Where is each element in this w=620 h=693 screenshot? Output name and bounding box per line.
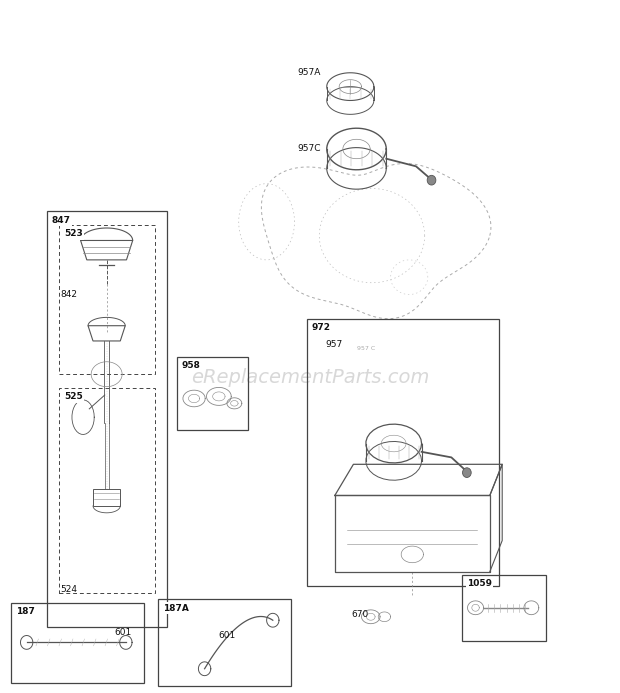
Text: 525: 525 xyxy=(64,392,82,401)
Circle shape xyxy=(463,468,471,477)
Text: 601: 601 xyxy=(115,629,132,637)
Bar xyxy=(46,211,167,627)
Text: 1059: 1059 xyxy=(467,579,492,588)
Text: 847: 847 xyxy=(51,216,71,225)
Text: 523: 523 xyxy=(64,229,82,238)
Text: 842: 842 xyxy=(60,290,77,299)
Bar xyxy=(307,319,499,586)
Text: 187: 187 xyxy=(16,607,35,616)
Bar xyxy=(177,357,248,430)
Text: 957 C: 957 C xyxy=(356,346,375,351)
Text: eReplacementParts.com: eReplacementParts.com xyxy=(191,368,429,387)
Text: 957: 957 xyxy=(326,340,343,349)
Bar xyxy=(59,388,155,593)
Bar xyxy=(158,599,291,686)
Text: 957C: 957C xyxy=(298,145,321,153)
Text: 670: 670 xyxy=(352,611,369,619)
Text: 601: 601 xyxy=(219,631,236,640)
Text: 524: 524 xyxy=(60,585,77,593)
Text: 957A: 957A xyxy=(298,69,321,77)
Text: 972: 972 xyxy=(312,323,331,332)
Text: 958: 958 xyxy=(182,361,200,370)
Circle shape xyxy=(427,175,436,185)
Bar xyxy=(11,603,144,683)
Bar xyxy=(59,225,155,374)
Bar xyxy=(462,575,546,641)
Text: 187A: 187A xyxy=(163,604,189,613)
